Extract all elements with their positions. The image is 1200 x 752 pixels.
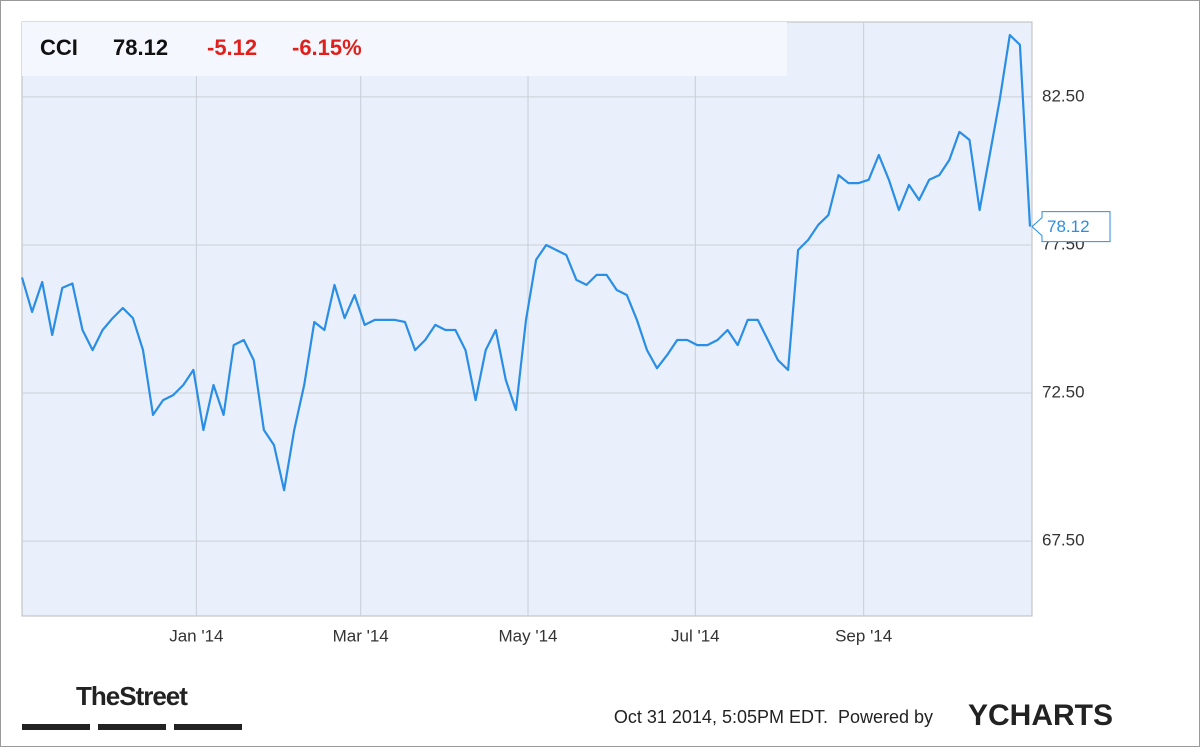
header-box <box>22 22 787 76</box>
y-tick-label: 67.50 <box>1042 531 1085 550</box>
x-tick-label: Jul '14 <box>671 626 720 645</box>
last-value-label: 78.12 <box>1047 217 1090 236</box>
x-tick-label: May '14 <box>499 626 558 645</box>
logo-bar <box>22 724 90 730</box>
ticker: CCI <box>40 35 78 60</box>
price-line <box>20 33 1032 492</box>
last-value-box <box>1031 211 1111 243</box>
logo-bar <box>174 724 242 730</box>
brand: YCHARTS <box>968 699 1113 732</box>
source-logo: TheStreet <box>76 681 188 711</box>
price: 78.12 <box>113 35 168 60</box>
logo-bar <box>98 724 166 730</box>
y-tick-label: 82.50 <box>1042 86 1085 105</box>
x-tick-label: Sep '14 <box>835 626 892 645</box>
powered-by: Powered by <box>838 707 933 727</box>
timestamp: Oct 31 2014, 5:05PM EDT. <box>614 707 828 727</box>
change-pct: -6.15% <box>292 35 362 60</box>
x-tick-label: Mar '14 <box>333 626 389 645</box>
x-tick-label: Jan '14 <box>169 626 223 645</box>
change: -5.12 <box>207 35 257 60</box>
y-tick-label: 72.50 <box>1042 383 1085 402</box>
